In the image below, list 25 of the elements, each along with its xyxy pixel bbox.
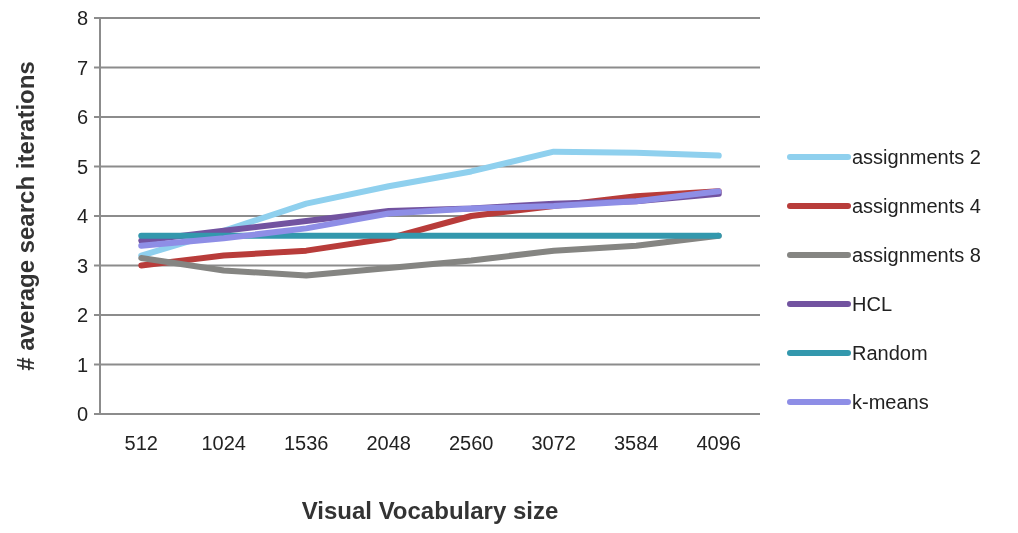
- x-tick-label: 512: [124, 432, 158, 454]
- legend-label: HCL: [852, 293, 893, 315]
- y-tick-label: 2: [76, 304, 88, 326]
- legend-label: k-means: [852, 391, 929, 413]
- y-tick-label: 8: [76, 7, 88, 29]
- x-axis-title: Visual Vocabulary size: [301, 497, 559, 524]
- x-tick-label: 1536: [284, 432, 329, 454]
- x-tick-label: 3584: [614, 432, 659, 454]
- y-tick-label: 0: [76, 403, 88, 425]
- y-tick-label: 7: [76, 56, 88, 79]
- y-tick-label: 6: [76, 106, 88, 128]
- y-tick-label: 3: [76, 254, 88, 277]
- legend-label: assignments 2: [852, 146, 981, 168]
- x-tick-label: 2048: [366, 432, 411, 454]
- y-tick-label: 1: [76, 353, 88, 376]
- y-axis-title: # average search iterations: [12, 61, 39, 371]
- x-tick-label: 1024: [201, 432, 246, 454]
- x-tick-label: 4096: [696, 432, 741, 454]
- x-tick-label: 2560: [449, 432, 494, 454]
- legend-label: Random: [852, 342, 928, 364]
- legend-label: assignments 4: [852, 195, 981, 217]
- x-tick-label: 3072: [531, 432, 576, 454]
- y-tick-label: 5: [76, 155, 88, 178]
- y-tick-label: 4: [76, 205, 88, 227]
- legend-label: assignments 8: [852, 244, 981, 266]
